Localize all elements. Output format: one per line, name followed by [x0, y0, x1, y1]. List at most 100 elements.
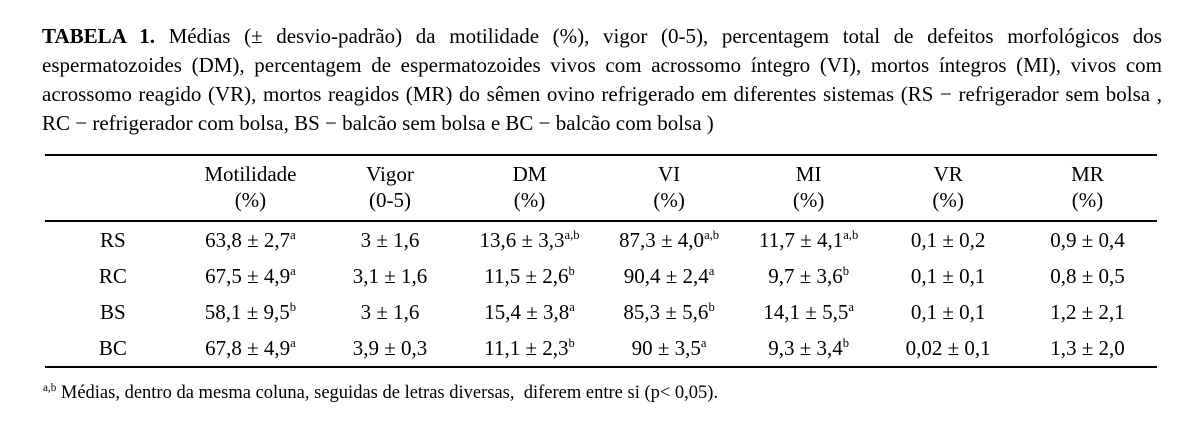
- results-table: Motilidade (%) Vigor (0-5) DM (%) VI (%) MI(…: [45, 154, 1157, 368]
- column-unit: (%): [792, 188, 825, 212]
- cell-rs-mi: 11,7 ± 4,1a,b: [739, 221, 879, 258]
- cell-bc-vi: 90 ± 3,5a: [599, 330, 739, 367]
- cell-rs-vr: 0,1 ± 0,2: [878, 221, 1018, 258]
- cell-value: 87,3 ± 4,0: [619, 227, 705, 252]
- column-label: VI: [657, 162, 681, 186]
- cell-bc-mi: 9,3 ± 3,4b: [739, 330, 879, 367]
- cell-bs-dm: 15,4 ± 3,8a: [460, 294, 600, 330]
- cell-value: 9,3 ± 3,4: [768, 335, 843, 360]
- column-label: Vigor: [366, 162, 414, 186]
- cell-value: 0,1 ± 0,2: [910, 227, 986, 252]
- cell-rc-mi: 9,7 ± 3,6b: [739, 258, 879, 294]
- cell-value: 90,4 ± 2,4: [623, 263, 709, 288]
- cell-bs-vr: 0,1 ± 0,1: [878, 294, 1018, 330]
- cell-rs-mr: 0,9 ± 0,4: [1018, 221, 1157, 258]
- column-unit: (%): [653, 188, 685, 212]
- cell-rs-motilidade: 63,8 ± 2,7a: [181, 221, 321, 258]
- cell-superscript: a: [708, 263, 715, 278]
- cell-value: 9,7 ± 3,6: [768, 263, 843, 288]
- row-label-rs: RS: [99, 227, 126, 252]
- cell-superscript: b: [568, 335, 575, 350]
- cell-value: 67,5 ± 4,9: [205, 263, 291, 288]
- cell-value: 15,4 ± 3,8: [484, 299, 570, 324]
- column-header-motilidade: Motilidade (%): [180, 155, 321, 222]
- column-unit: (%): [932, 188, 964, 212]
- cell-bc-vigor: 3,9 ± 0,3: [320, 330, 460, 367]
- cell-value: 1,2 ± 2,1: [1050, 299, 1125, 324]
- cell-rc-dm: 11,5 ± 2,6b: [460, 258, 600, 294]
- table-row-bc: BC 67,8 ± 4,9a 3,9 ± 0,3 11,1 ± 2,3b 90 …: [45, 330, 1157, 367]
- cell-value: 85,3 ± 5,6: [623, 299, 709, 324]
- column-label: DM: [512, 162, 547, 186]
- cell-superscript: a: [290, 263, 296, 278]
- header-row: Motilidade (%) Vigor (0-5) DM (%) VI (%) MI(…: [45, 155, 1157, 222]
- column-unit: (%): [1071, 188, 1104, 212]
- column-header-mr: MR (%): [1017, 155, 1157, 222]
- cell-value: 0,8 ± 0,5: [1050, 263, 1125, 288]
- cell-rs-vi: 87,3 ± 4,0a,b: [599, 221, 739, 258]
- cell-superscript: b: [289, 299, 297, 314]
- cell-value: 0,02 ± 0,1: [905, 335, 991, 360]
- cell-value: 3,9 ± 0,3: [352, 335, 428, 360]
- column-header-vr: VR (%): [878, 155, 1018, 222]
- cell-value: 11,7 ± 4,1: [758, 227, 844, 252]
- cell-rc-vigor: 3,1 ± 1,6: [320, 258, 460, 294]
- column-label: Motilidade: [204, 162, 297, 186]
- column-label: MI: [795, 162, 822, 186]
- column-label: VR: [933, 162, 963, 186]
- table-caption: TABELA 1. Médias (± desvio-padrão) da mo…: [42, 22, 1162, 138]
- cell-value: 11,1 ± 2,3: [484, 335, 569, 360]
- cell-superscript: b: [842, 263, 850, 278]
- cell-superscript: a: [700, 335, 707, 350]
- cell-value: 0,9 ± 0,4: [1050, 227, 1125, 252]
- cell-superscript: a: [569, 299, 575, 314]
- cell-superscript: b: [568, 263, 575, 278]
- cell-rc-vi: 90,4 ± 2,4a: [599, 258, 739, 294]
- cell-bc-dm: 11,1 ± 2,3b: [460, 330, 600, 367]
- cell-bs-vigor: 3 ± 1,6: [320, 294, 460, 330]
- cell-superscript: a: [848, 299, 854, 314]
- cell-bs-mr: 1,2 ± 2,1: [1018, 294, 1157, 330]
- cell-bs-mi: 14,1 ± 5,5a: [739, 294, 879, 330]
- cell-rc-vr: 0,1 ± 0,1: [878, 258, 1018, 294]
- column-header-mi: MI (%): [738, 155, 879, 222]
- column-header-vigor: Vigor (0-5): [320, 155, 460, 222]
- cell-superscript: a,b: [704, 227, 720, 242]
- column-header-vi: VI (%): [599, 155, 739, 222]
- cell-value: 3,1 ± 1,6: [352, 263, 428, 288]
- cell-superscript: b: [842, 335, 850, 350]
- cell-value: 67,8 ± 4,9: [205, 335, 291, 360]
- column-header-dm: DM (%): [459, 155, 600, 222]
- table-row-rs: RS 63,8 ± 2,7a 3 ± 1,6 13,6 ± 3,3a,b 87,…: [45, 221, 1157, 258]
- footnote-text: Médias, dentro da mesma coluna, seguidas…: [56, 383, 719, 403]
- cell-value: 13,6 ± 3,3: [479, 227, 565, 252]
- cell-value: 0,1 ± 0,1: [910, 299, 986, 324]
- cell-bs-motilidade: 58,1 ± 9,5b: [181, 294, 321, 330]
- row-label-bs: BS: [99, 299, 126, 324]
- corner-header: [45, 155, 181, 222]
- cell-superscript: a,b: [843, 227, 859, 242]
- caption-text: Médias (± desvio-padrão) da motilidade (…: [42, 24, 1162, 135]
- column-unit: (%): [234, 188, 267, 212]
- cell-superscript: a: [290, 227, 296, 242]
- cell-bc-mr: 1,3 ± 2,0: [1018, 330, 1157, 367]
- cell-superscript: b: [708, 299, 715, 314]
- table-row-rc: RC 67,5 ± 4,9a 3,1 ± 1,6 11,5 ± 2,6b 90,…: [45, 258, 1157, 294]
- cell-superscript: a,b: [564, 227, 580, 242]
- cell-rc-mr: 0,8 ± 0,5: [1018, 258, 1157, 294]
- cell-value: 58,1 ± 9,5: [204, 299, 290, 324]
- footnote-superscript: a,b: [43, 381, 57, 394]
- row-label-bc: BC: [98, 335, 127, 360]
- caption-label: TABELA 1.: [42, 24, 156, 48]
- cell-superscript: a: [290, 335, 296, 350]
- cell-rs-dm: 13,6 ± 3,3a,b: [460, 221, 600, 258]
- cell-value: 3 ± 1,6: [360, 299, 420, 324]
- table-row-bs: BS 58,1 ± 9,5b 3 ± 1,6 15,4 ± 3,8a 85,3 …: [45, 294, 1157, 330]
- cell-value: 11,5 ± 2,6: [484, 263, 569, 288]
- cell-value: 3 ± 1,6: [360, 227, 420, 252]
- cell-value: 90 ± 3,5: [631, 335, 701, 360]
- cell-value: 63,8 ± 2,7: [205, 227, 291, 252]
- column-unit: (%): [513, 188, 546, 212]
- cell-rs-vigor: 3 ± 1,6: [320, 221, 460, 258]
